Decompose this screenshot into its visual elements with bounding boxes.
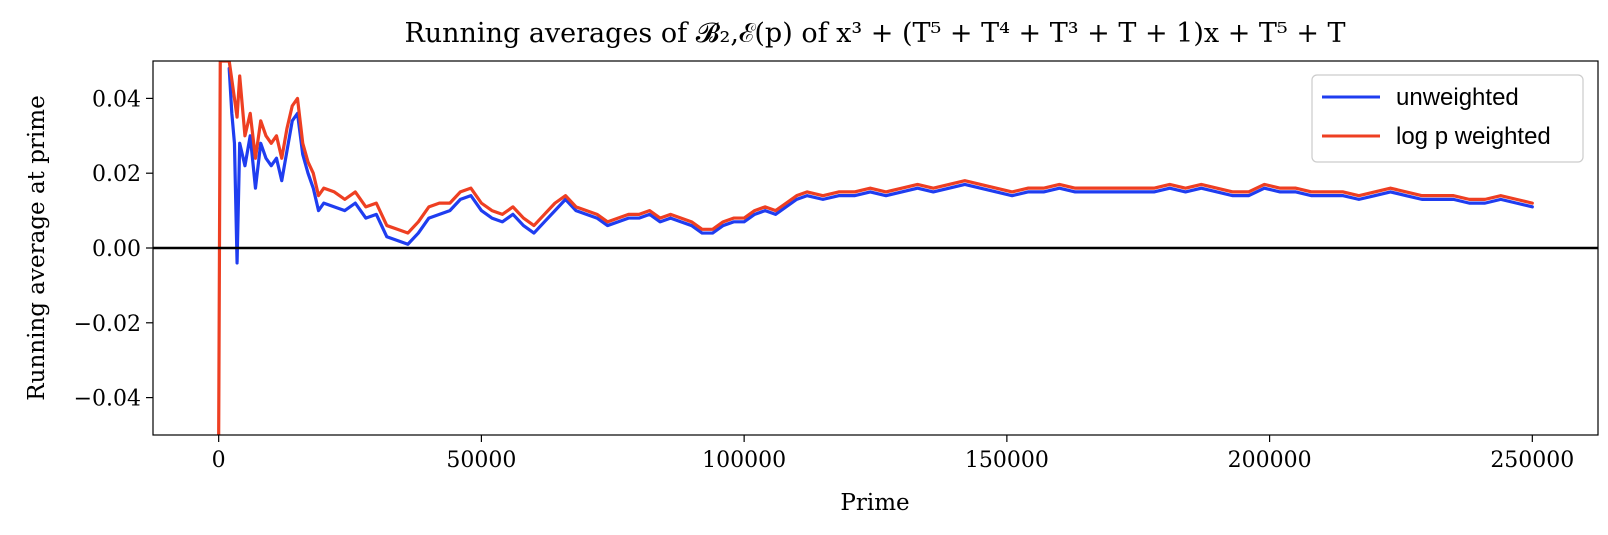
x-tick-label: 50000 (446, 448, 516, 473)
x-tick-label: 150000 (965, 448, 1049, 473)
series-line-unweighted (227, 66, 1534, 265)
x-axis-label: Prime (840, 490, 909, 516)
legend-label-unweighted: unweighted (1396, 84, 1519, 111)
chart-title: Running averages of 𝓑₂,ℰ(p) of x³ + (T⁵ … (404, 18, 1345, 49)
series-line-log-p-weighted (217, 61, 1534, 435)
y-axis-ticks: −0.04 −0.02 0.00 0.02 0.04 (74, 87, 153, 412)
legend: unweighted log p weighted (1311, 74, 1584, 163)
y-tick-label: 0.04 (92, 87, 141, 112)
legend-label-log-p-weighted: log p weighted (1396, 123, 1551, 150)
x-tick-label: 0 (212, 448, 226, 473)
x-axis-ticks: 0 50000 100000 150000 200000 250000 (212, 435, 1574, 473)
x-tick-label: 250000 (1490, 448, 1574, 473)
y-tick-label: 0.02 (92, 162, 141, 187)
x-tick-label: 200000 (1228, 448, 1312, 473)
series-layer (217, 61, 1534, 435)
y-tick-label: 0.00 (92, 237, 141, 262)
x-tick-label: 100000 (702, 448, 786, 473)
y-axis-label: Running average at prime (24, 95, 50, 400)
y-tick-label: −0.02 (74, 312, 141, 337)
y-tick-label: −0.04 (74, 387, 141, 412)
